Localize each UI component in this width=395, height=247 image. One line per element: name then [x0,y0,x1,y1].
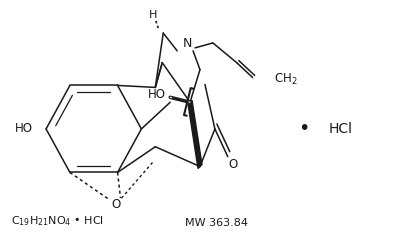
Text: O: O [228,158,237,171]
Text: H: H [149,10,158,20]
Text: MW 363.84: MW 363.84 [185,218,248,228]
Text: O: O [111,198,120,211]
Text: N: N [182,37,192,50]
Text: CH$_2$: CH$_2$ [275,72,298,87]
Text: HCl: HCl [329,122,353,136]
Text: C$_{19}$H$_{21}$NO$_4$ • HCl: C$_{19}$H$_{21}$NO$_4$ • HCl [11,214,104,228]
Text: HO: HO [15,123,33,135]
Polygon shape [188,100,202,168]
Text: •: • [299,120,310,138]
Text: HO: HO [148,88,166,101]
